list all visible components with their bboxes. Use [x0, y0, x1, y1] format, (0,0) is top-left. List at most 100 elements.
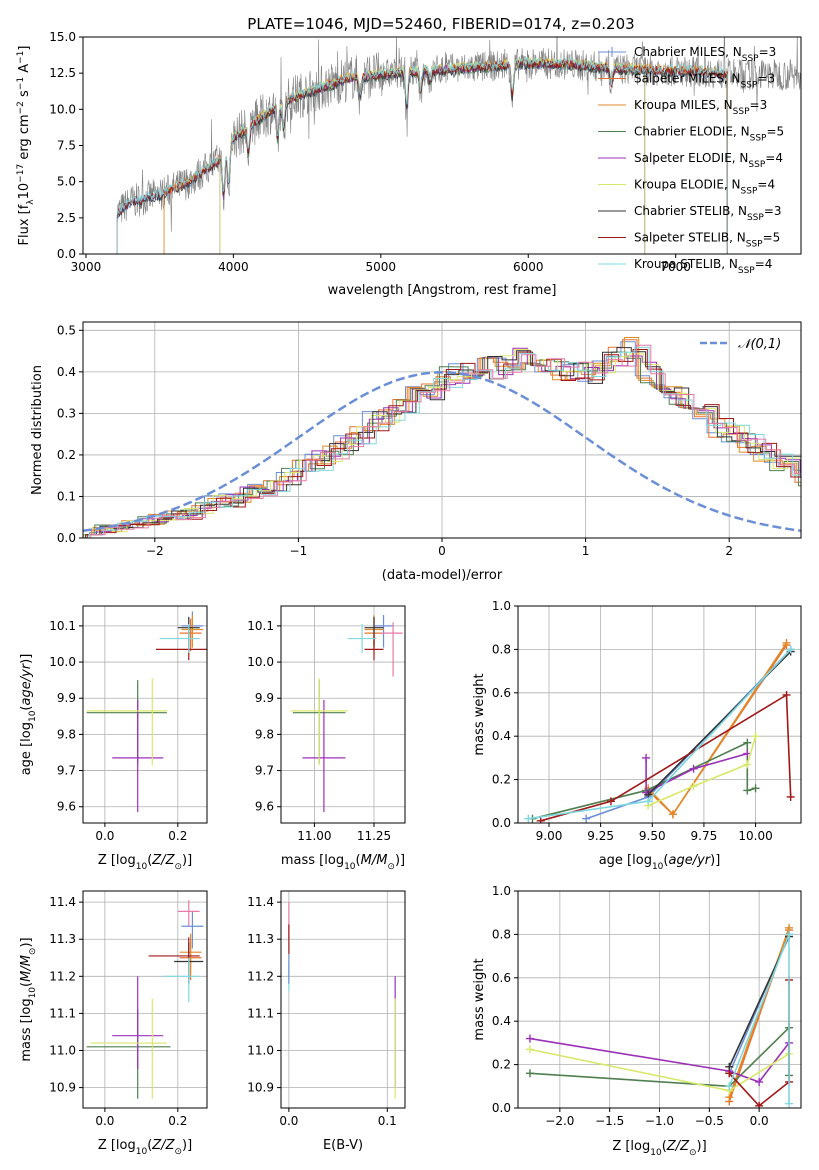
label-part: SSP	[746, 240, 763, 250]
x-tick-label: 11.00	[297, 829, 331, 843]
label-part: =3	[750, 98, 768, 112]
label-part: 10	[28, 987, 38, 999]
y-axis-label: mass weight	[472, 673, 487, 755]
panel-spectrum: 3000 4000 5000 6000 7000 0.0 2.5 5.0 7.5 10.0 12.5…	[16, 30, 802, 298]
y-tick-label: 9.7	[255, 764, 274, 778]
label-part: =4	[757, 178, 775, 192]
label-part: =4	[765, 151, 783, 165]
y-tick-label: 0.8	[492, 642, 511, 656]
label-part: ]	[17, 46, 32, 51]
panel-weight_vs_Z: −2.0 −1.5 −1.0 −0.5 0.0 0.0 0.2 0.4 0.6 0.8 1.0 mas…	[472, 884, 802, 1158]
label-part: 10	[652, 862, 664, 872]
label-part: mass [log	[281, 853, 344, 868]
y-tick-label: 0.3	[57, 406, 76, 420]
label-part: −2	[16, 101, 26, 114]
x-tick-label: 0.0	[95, 1114, 114, 1128]
x-tick-label: −1	[290, 544, 308, 558]
label-part: age/yr	[19, 662, 34, 705]
y-tick-label: 0.2	[57, 448, 76, 462]
label-part: s	[17, 90, 32, 101]
label-part: age [log	[599, 853, 652, 868]
y-tick-label: 15.0	[49, 30, 76, 44]
label-part: Chabrier MILES, N	[634, 45, 742, 59]
y-tick-label: 10.0	[49, 102, 76, 116]
y-tick-label: 0.1	[57, 489, 76, 503]
legend-label: Salpeter ELODIE, NSSP=4	[634, 151, 783, 170]
y-tick-label: 11.0	[49, 1044, 76, 1058]
x-tick-label: 11.25	[357, 829, 391, 843]
y-axis-label: Flux [fλ10−17 erg cm−2 s−1 A−1]	[16, 46, 36, 246]
y-tick-label: 0.0	[492, 816, 511, 830]
panel-mass_vs_ebv: 0.0 0.1 10.9 11.0 11.1 11.2 11.3 11.4 E(B-V)	[247, 890, 406, 1153]
y-tick-label: 9.8	[255, 727, 274, 741]
legend-label: 𝒩(0,1)	[738, 337, 781, 352]
y-tick-label: 9.6	[255, 800, 274, 814]
label-part: 10	[136, 1147, 148, 1157]
x-tick-label: −2.0	[545, 1114, 574, 1128]
x-tick-label: −2	[146, 544, 164, 558]
x-axis-label: Z [log10(Z/Z⊙)]	[98, 853, 192, 872]
y-tick-label: 0.6	[492, 971, 511, 985]
label-part: (	[147, 853, 152, 868]
label-part: 10	[136, 862, 148, 872]
x-axis-label: E(B-V)	[323, 1138, 363, 1153]
x-tick-label: 9.00	[536, 829, 563, 843]
label-part: SSP	[742, 54, 759, 64]
label-part: (	[663, 853, 668, 868]
label-part: )]	[19, 654, 34, 664]
y-tick-label: 0.0	[57, 247, 76, 261]
label-part: Chabrier STELIB, N	[634, 204, 747, 218]
label-part: SSP	[741, 81, 758, 91]
histogram-series	[88, 346, 801, 538]
legend-label: Chabrier STELIB, NSSP=3	[634, 204, 782, 223]
x-tick-label: 0.0	[95, 829, 114, 843]
label-part: age/yr	[668, 853, 711, 868]
x-tick-label: 5000	[366, 260, 397, 274]
label-part: −17	[16, 164, 26, 183]
axis-label: mass [log10(M/M⊙)]	[19, 937, 38, 1061]
label-part: SSP	[733, 107, 750, 117]
y-tick-label: 10.0	[247, 655, 274, 669]
y-tick-label: 0.4	[57, 365, 76, 379]
x-tick-label: 7000	[660, 260, 691, 274]
label-part: Kroupa MILES, N	[634, 98, 733, 112]
label-part: erg cm	[17, 114, 32, 163]
y-axis-label: Normed distribution	[30, 365, 45, 495]
y-tick-label: 7.5	[57, 139, 76, 153]
y-tick-label: 11.2	[49, 969, 76, 983]
label-part: Chabrier ELODIE, N	[634, 125, 750, 139]
x-tick-label: 9.75	[691, 829, 718, 843]
label-part: Flux [f	[17, 204, 32, 245]
y-tick-label: 10.1	[49, 619, 76, 633]
figure-title: PLATE=1046, MJD=52460, FIBERID=0174, z=0…	[247, 15, 634, 33]
legend-label: Chabrier ELODIE, NSSP=5	[634, 125, 784, 144]
label-part: 10	[650, 1148, 662, 1158]
x-tick-label: 9.50	[639, 829, 666, 843]
y-tick-label: 9.6	[57, 800, 76, 814]
label-part: (	[19, 982, 34, 987]
y-tick-label: 11.4	[247, 895, 274, 909]
label-part: )]	[19, 937, 34, 947]
label-part: )]	[182, 1138, 192, 1153]
legend-label: Kroupa STELIB, NSSP=4	[634, 257, 772, 276]
y-tick-label: 10.9	[49, 1081, 76, 1095]
label-part: =3	[764, 204, 782, 218]
y-tick-label: 11.1	[247, 1006, 274, 1020]
model-spectrum	[116, 56, 728, 254]
label-part: M/M	[361, 853, 388, 868]
panel-age_vs_Z: 0.0 0.29.69.79.89.910.010.1Z [log10(Z/Z⊙)…	[19, 605, 208, 872]
axes-frame	[82, 890, 208, 1109]
y-tick-label: 11.0	[247, 1044, 274, 1058]
plot-area	[524, 638, 795, 823]
label-part: Salpeter STELIB, N	[634, 231, 746, 245]
label-part: (	[356, 853, 361, 868]
y-tick-label: 10.1	[247, 619, 274, 633]
y-tick-label: 5.0	[57, 175, 76, 189]
y-tick-label: 10.0	[49, 655, 76, 669]
axis-label: age [log10(age/yr)]	[19, 654, 38, 776]
y-tick-label: 9.8	[57, 727, 76, 741]
label-part: (	[662, 1139, 667, 1154]
label-part: =5	[766, 125, 784, 139]
